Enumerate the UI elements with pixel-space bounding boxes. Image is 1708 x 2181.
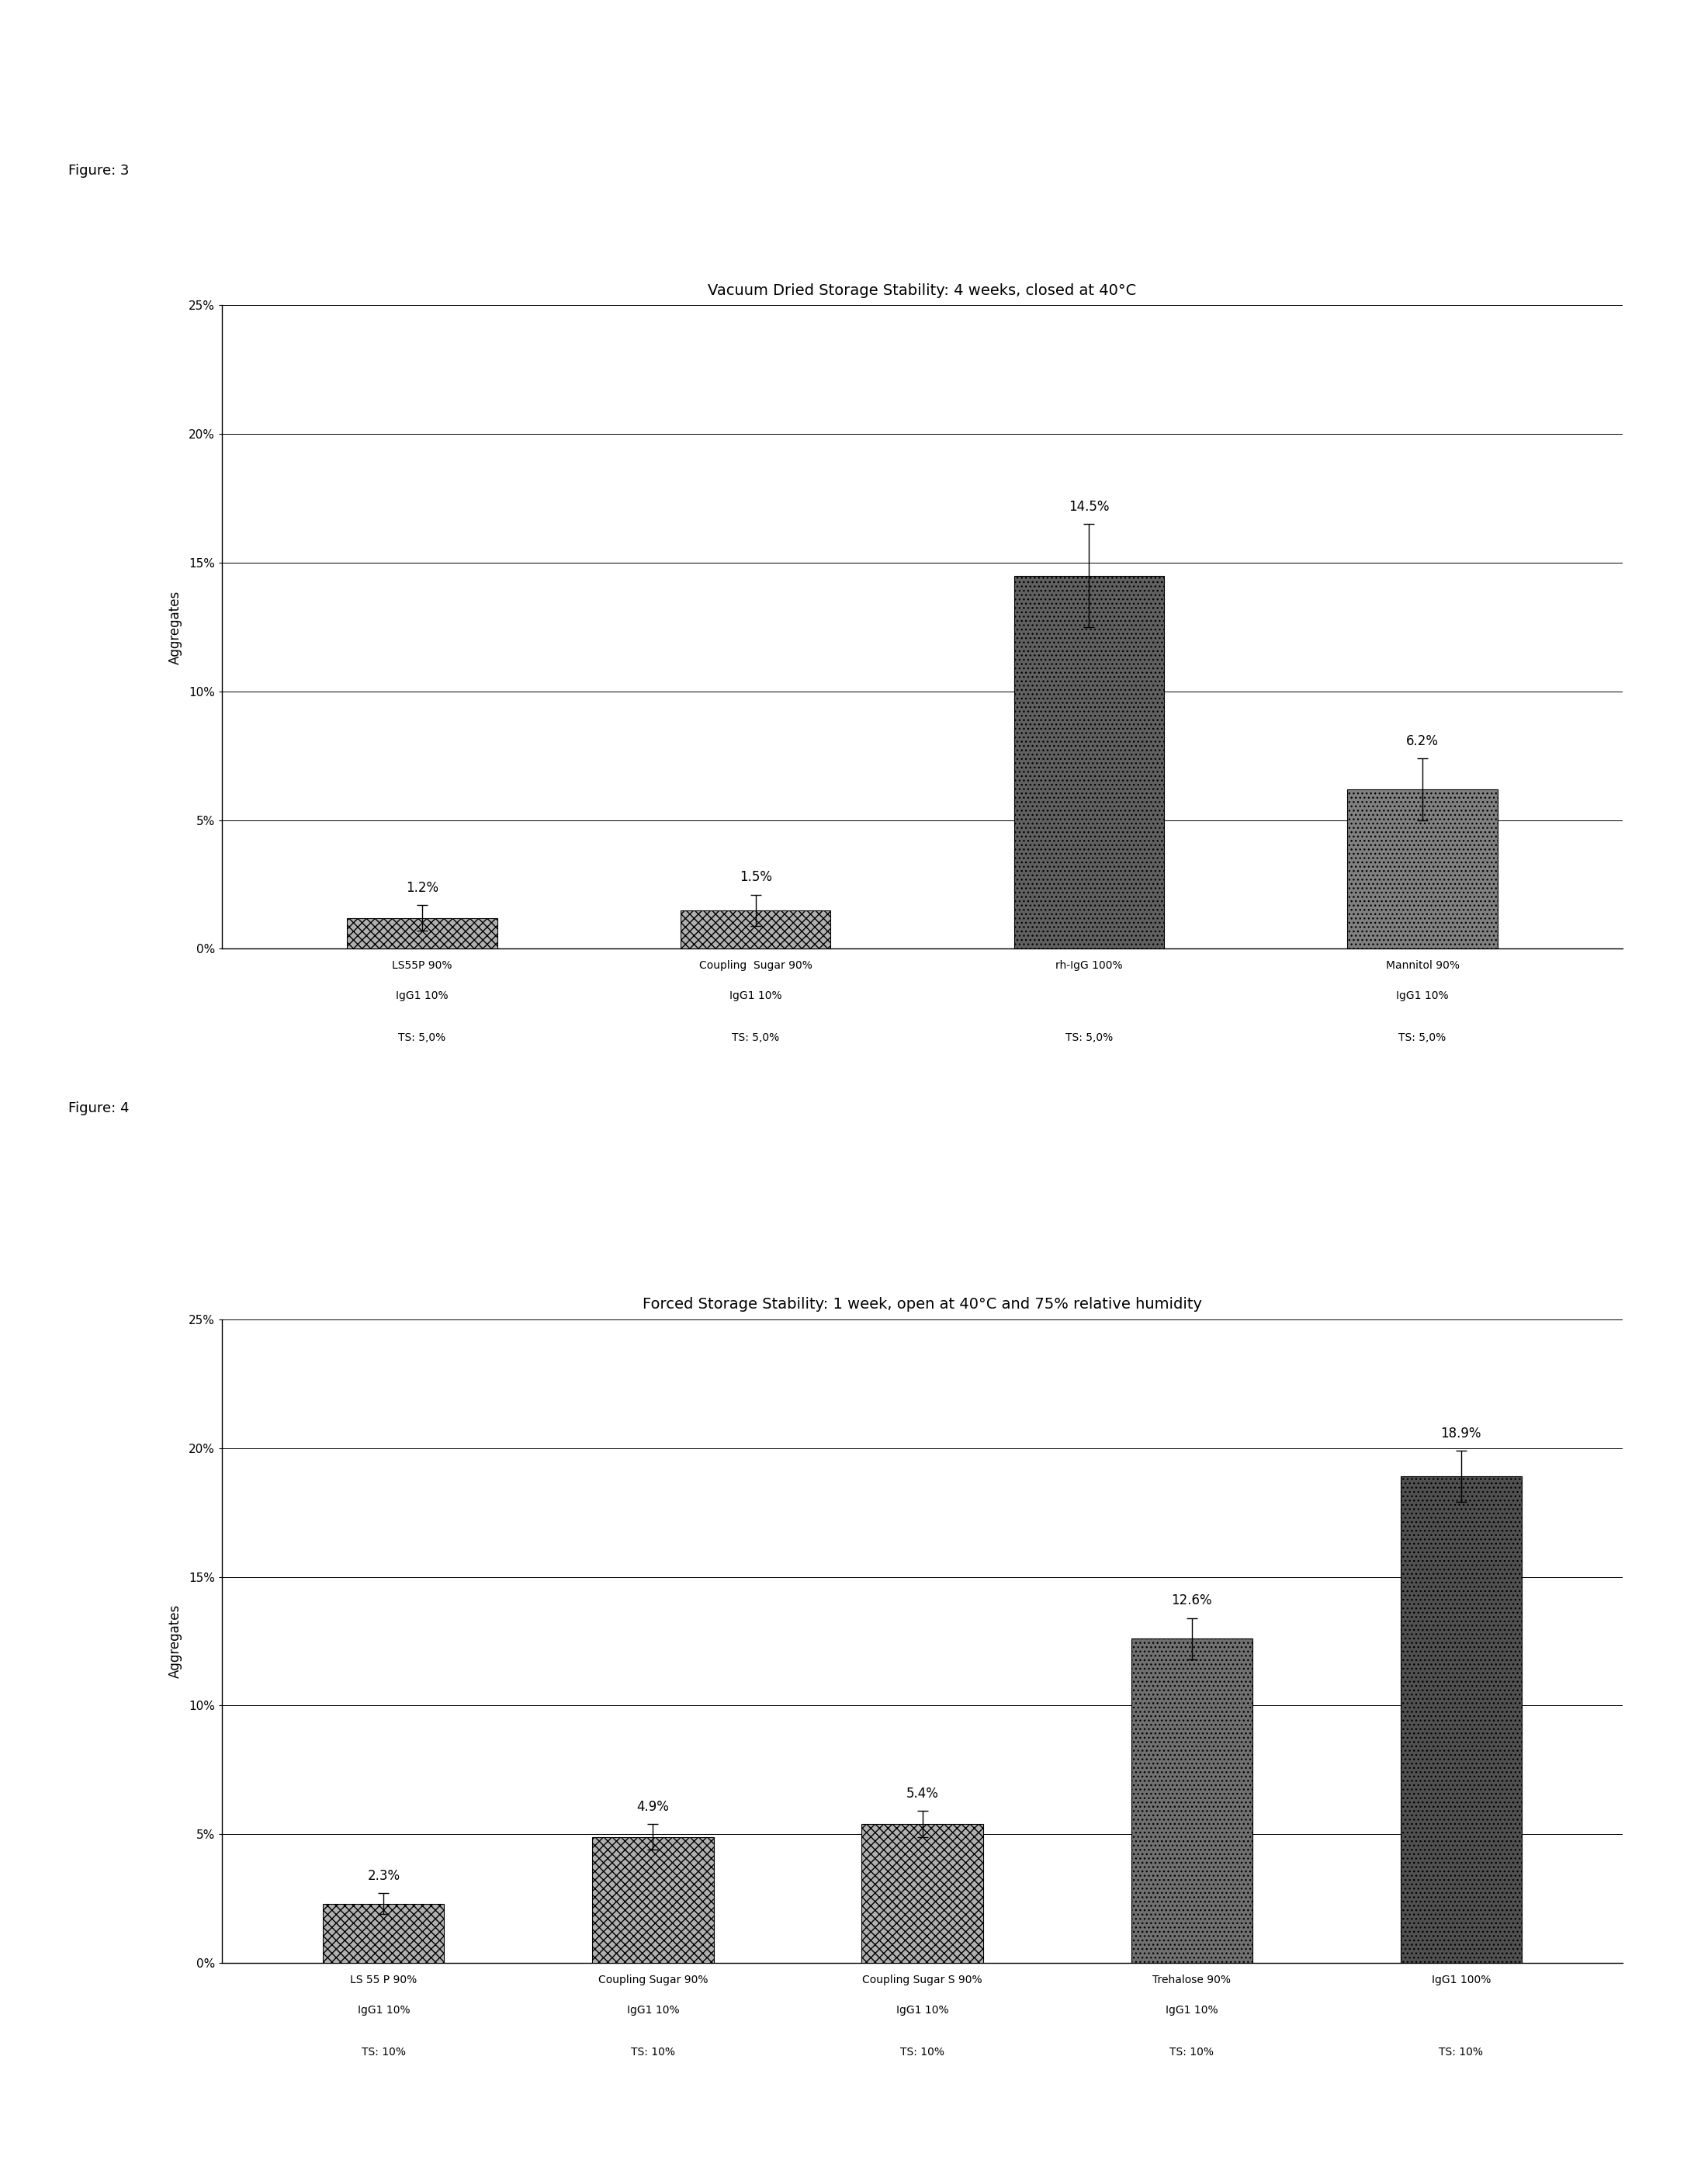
Text: Coupling Sugar 90%: Coupling Sugar 90% <box>598 1974 707 1985</box>
Bar <box>863 1823 982 1963</box>
Text: TS: 10%: TS: 10% <box>1170 2046 1214 2057</box>
Text: 14.5%: 14.5% <box>1069 499 1110 515</box>
Text: IgG1 10%: IgG1 10% <box>396 990 449 1001</box>
Text: TS: 10%: TS: 10% <box>630 2046 675 2057</box>
Bar <box>323 1904 444 1963</box>
Text: TS: 5,0%: TS: 5,0% <box>1399 1032 1447 1043</box>
Text: LS 55 P 90%: LS 55 P 90% <box>350 1974 417 1985</box>
Text: Coupling  Sugar 90%: Coupling Sugar 90% <box>699 960 813 971</box>
Text: 1.2%: 1.2% <box>407 881 439 894</box>
Bar <box>680 909 830 949</box>
Bar <box>1015 576 1165 949</box>
Text: TS: 5,0%: TS: 5,0% <box>1066 1032 1114 1043</box>
Text: 5.4%: 5.4% <box>905 1786 939 1802</box>
Text: 4.9%: 4.9% <box>637 1799 670 1815</box>
Y-axis label: Aggregates: Aggregates <box>169 591 183 663</box>
Y-axis label: Aggregates: Aggregates <box>169 1605 183 1677</box>
Bar <box>1348 790 1498 949</box>
Text: TS: 10%: TS: 10% <box>362 2046 407 2057</box>
Text: IgG1 10%: IgG1 10% <box>897 2004 948 2015</box>
Bar <box>593 1836 714 1963</box>
Bar <box>347 918 497 949</box>
Text: Mannitol 90%: Mannitol 90% <box>1385 960 1459 971</box>
Text: 6.2%: 6.2% <box>1406 735 1438 748</box>
Text: 12.6%: 12.6% <box>1172 1594 1213 1607</box>
Text: Trehalose 90%: Trehalose 90% <box>1153 1974 1231 1985</box>
Text: Figure: 3: Figure: 3 <box>68 164 130 177</box>
Title: Forced Storage Stability: 1 week, open at 40°C and 75% relative humidity: Forced Storage Stability: 1 week, open a… <box>642 1298 1202 1311</box>
Text: TS: 10%: TS: 10% <box>900 2046 945 2057</box>
Text: IgG1 10%: IgG1 10% <box>627 2004 680 2015</box>
Text: IgG1 10%: IgG1 10% <box>729 990 782 1001</box>
Text: IgG1 10%: IgG1 10% <box>1395 990 1448 1001</box>
Text: LS55P 90%: LS55P 90% <box>393 960 453 971</box>
Bar <box>1401 1477 1522 1963</box>
Bar <box>1131 1638 1252 1963</box>
Text: 18.9%: 18.9% <box>1440 1426 1481 1439</box>
Title: Vacuum Dried Storage Stability: 4 weeks, closed at 40°C: Vacuum Dried Storage Stability: 4 weeks,… <box>709 284 1136 297</box>
Text: IgG1 10%: IgG1 10% <box>1165 2004 1218 2015</box>
Text: Coupling Sugar S 90%: Coupling Sugar S 90% <box>863 1974 982 1985</box>
Text: rh-IgG 100%: rh-IgG 100% <box>1056 960 1122 971</box>
Text: IgG1 10%: IgG1 10% <box>357 2004 410 2015</box>
Text: 1.5%: 1.5% <box>740 870 772 885</box>
Text: IgG1 100%: IgG1 100% <box>1431 1974 1491 1985</box>
Text: Figure: 4: Figure: 4 <box>68 1101 130 1114</box>
Text: TS: 10%: TS: 10% <box>1438 2046 1483 2057</box>
Text: TS: 5,0%: TS: 5,0% <box>731 1032 779 1043</box>
Text: 2.3%: 2.3% <box>367 1869 400 1882</box>
Text: TS: 5,0%: TS: 5,0% <box>398 1032 446 1043</box>
